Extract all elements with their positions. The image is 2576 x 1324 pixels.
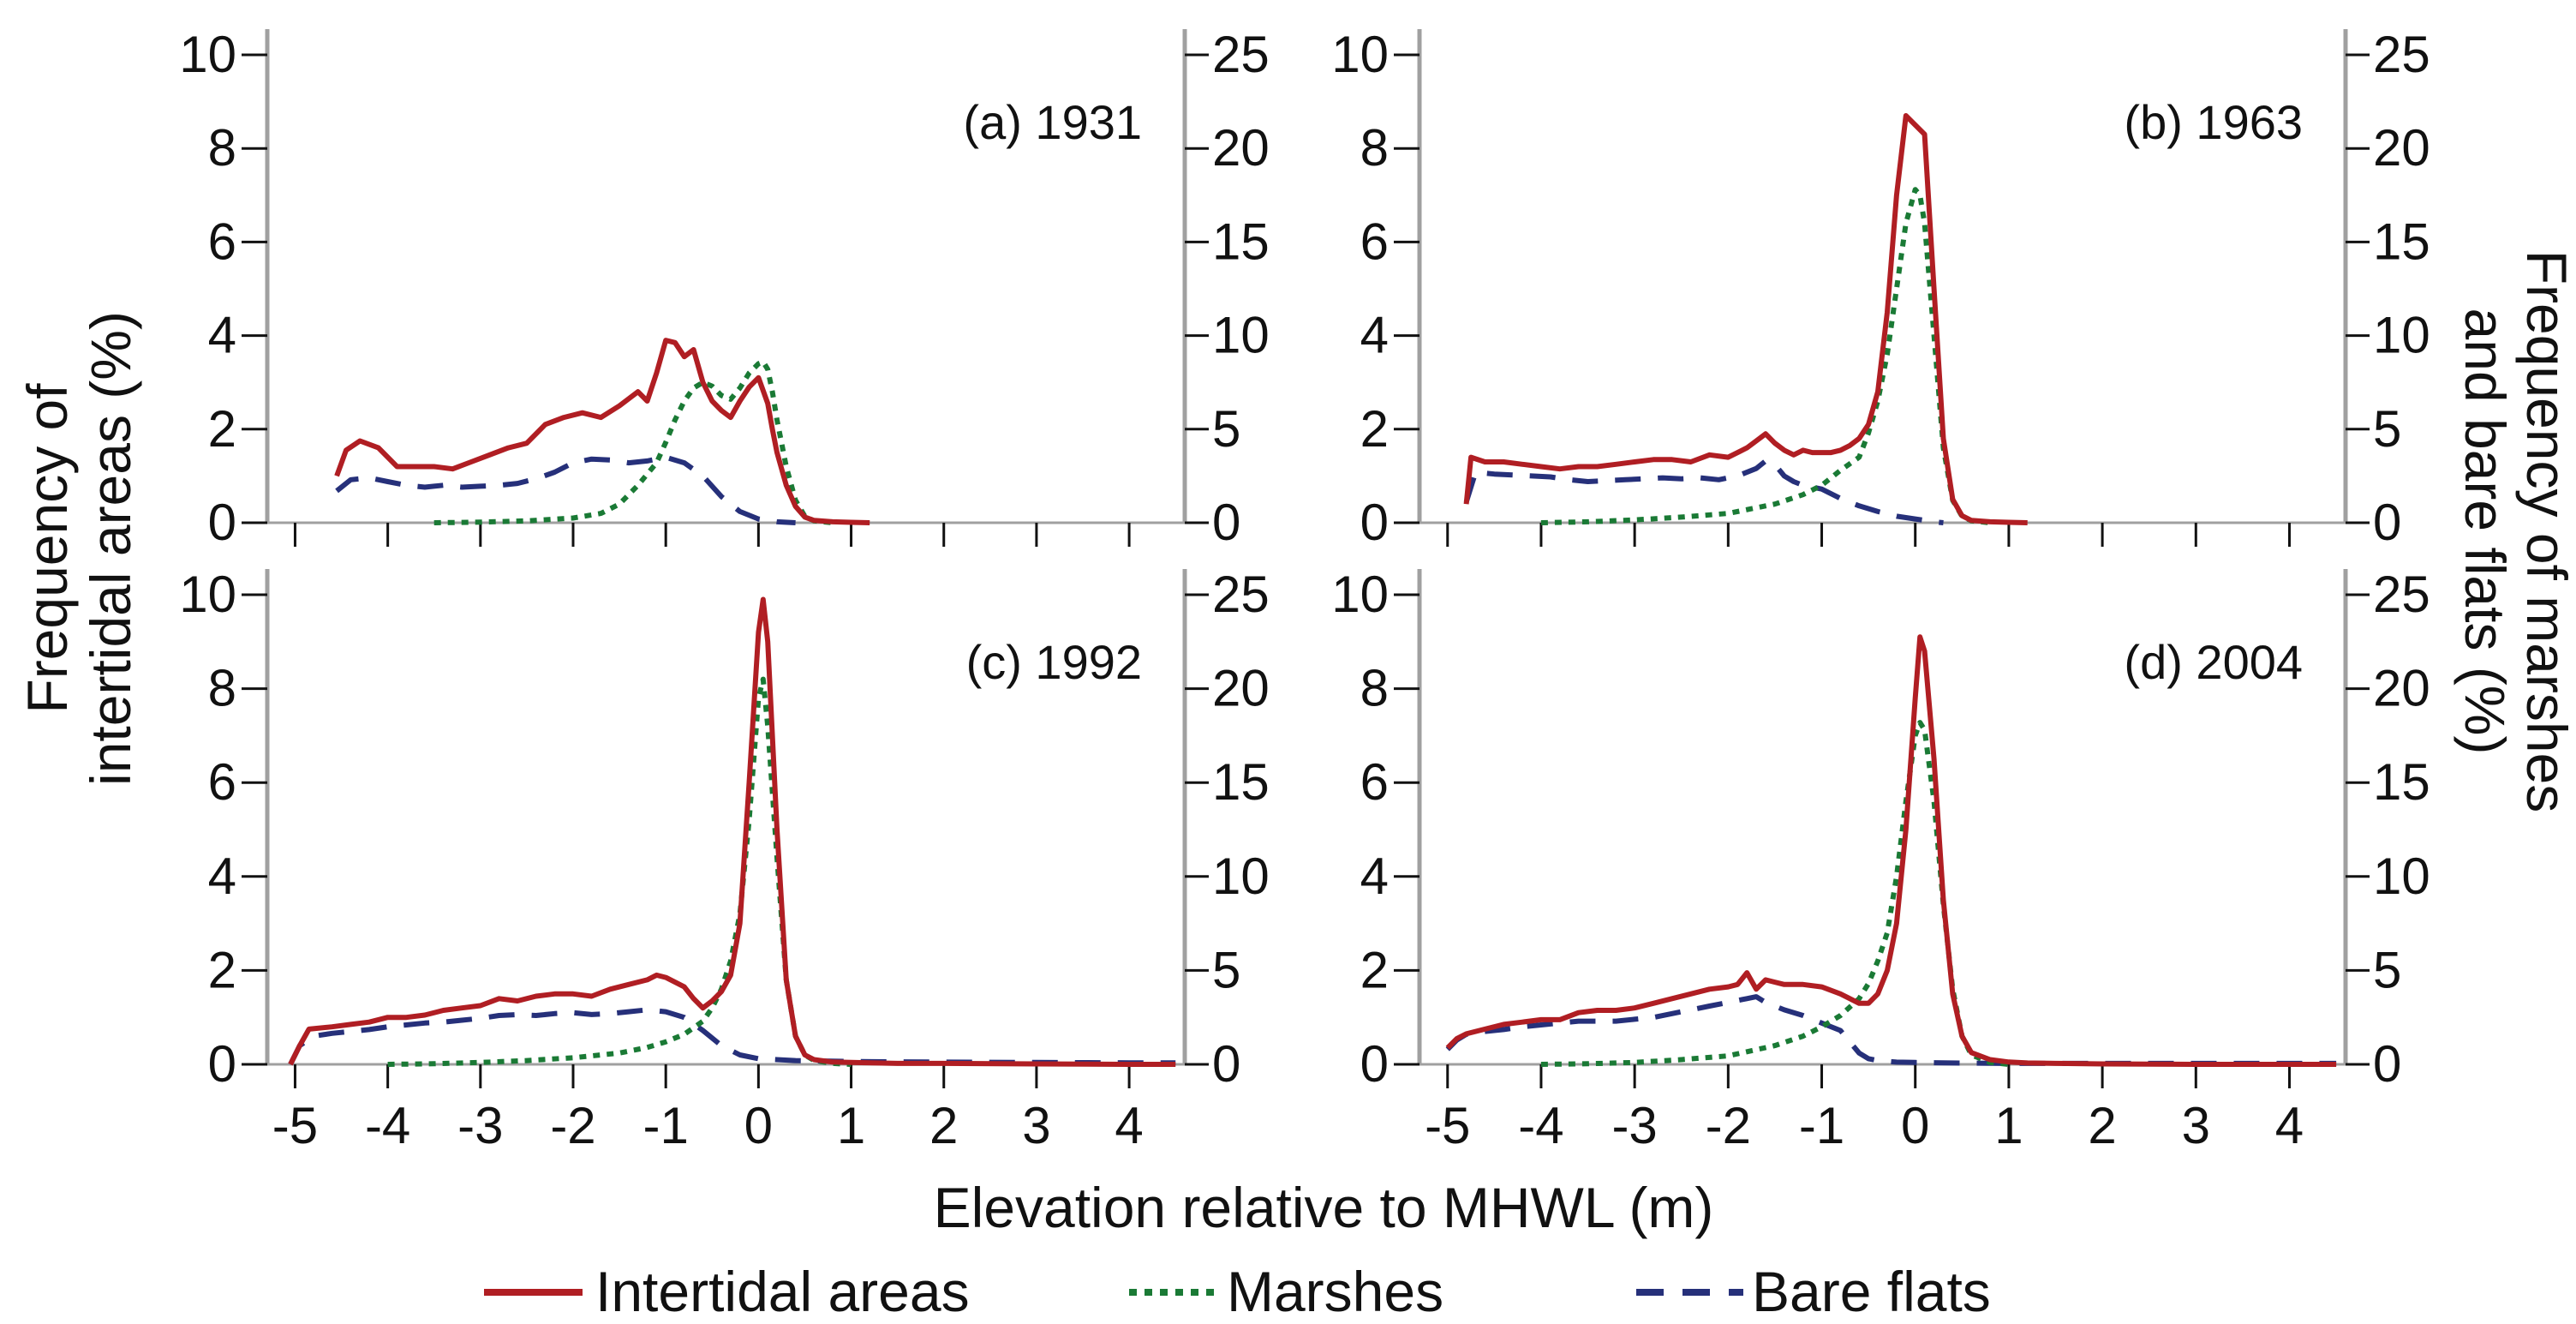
- y-axis-title-left-line2: intertidal areas (%): [79, 311, 142, 786]
- right-tick-label: 0: [2373, 1035, 2401, 1093]
- x-tick-label: -1: [643, 1097, 689, 1154]
- panel-label: (a) 1931: [963, 95, 1142, 149]
- right-tick-label: 5: [2373, 400, 2401, 458]
- right-tick-label: 25: [1212, 566, 1270, 623]
- series-line-intertidal: [288, 596, 1176, 1067]
- right-tick-label: 20: [2373, 660, 2430, 717]
- series-line-intertidal: [334, 338, 870, 525]
- left-tick-label: 8: [1360, 660, 1389, 717]
- legend-label-intertidal: Intertidal areas: [595, 1260, 970, 1320]
- left-tick-label: 4: [208, 848, 236, 905]
- panel-label: (b) 1963: [2124, 95, 2303, 149]
- y-axis-title-left-line1: Frequency of: [15, 383, 79, 714]
- left-tick-label: 0: [208, 494, 236, 551]
- x-tick-label: 0: [744, 1097, 773, 1154]
- right-tick-label: 10: [2373, 848, 2430, 905]
- right-tick-label: 25: [2373, 566, 2430, 623]
- right-tick-label: 0: [1212, 494, 1240, 551]
- x-tick-label: -2: [1706, 1097, 1751, 1154]
- series-line-intertidal: [1463, 113, 2028, 525]
- right-tick-label: 20: [1212, 660, 1270, 717]
- x-tick-label: 1: [837, 1097, 865, 1154]
- series-line-intertidal: [1445, 634, 2337, 1067]
- left-tick-label: 10: [179, 566, 236, 623]
- x-tick-label: 3: [2182, 1097, 2210, 1154]
- x-tick-label: 0: [1901, 1097, 1929, 1154]
- x-axis-title: Elevation relative to MHWL (m): [934, 1176, 1714, 1239]
- right-tick-label: 5: [2373, 941, 2401, 998]
- series-line-bare: [288, 1007, 1176, 1066]
- x-tick-label: 4: [2275, 1097, 2304, 1154]
- left-tick-label: 10: [179, 26, 236, 83]
- x-tick-label: -2: [550, 1097, 595, 1154]
- y-axis-title-right-line2: and bare flats (%): [2453, 309, 2517, 755]
- x-tick-label: -3: [1611, 1097, 1657, 1154]
- x-tick-label: 1: [1994, 1097, 2023, 1154]
- panel-label: (d) 2004: [2124, 635, 2303, 689]
- right-tick-label: 25: [1212, 26, 1270, 83]
- left-tick-label: 0: [1360, 1035, 1389, 1093]
- left-tick-label: 6: [208, 213, 236, 270]
- x-tick-label: -5: [1425, 1097, 1470, 1154]
- left-tick-label: 2: [1360, 941, 1389, 998]
- x-tick-label: 2: [2088, 1097, 2116, 1154]
- left-tick-label: 2: [1360, 400, 1389, 458]
- right-tick-label: 0: [1212, 1035, 1240, 1093]
- panel-1: 0 2 4 6 8 10 0 5 10 15 20 25 (a) 1931: [179, 26, 1270, 551]
- right-tick-label: 5: [1212, 941, 1240, 998]
- x-tick-label: -5: [272, 1097, 318, 1154]
- left-tick-label: 0: [1360, 494, 1389, 551]
- left-tick-label: 2: [208, 400, 236, 458]
- x-tick-label: 2: [929, 1097, 958, 1154]
- left-tick-label: 8: [1360, 119, 1389, 177]
- left-tick-label: 2: [208, 941, 236, 998]
- right-tick-label: 10: [1212, 848, 1270, 905]
- right-tick-label: 20: [1212, 119, 1270, 177]
- x-tick-label: -4: [365, 1097, 410, 1154]
- y-axis-title-right-line1: Frequency of marshes: [2515, 250, 2576, 813]
- left-tick-label: 10: [1331, 566, 1389, 623]
- panel-3: 0 2 4 6 8 10 0 5 10 15 20 25 -5 -4 -3 -2 -1 0 1 2 3 4 (c) 1992: [179, 566, 1270, 1154]
- series-line-marshes: [1540, 720, 2010, 1067]
- left-tick-label: 6: [1360, 753, 1389, 811]
- right-tick-label: 10: [2373, 307, 2430, 364]
- left-tick-label: 8: [208, 660, 236, 717]
- legend-label-bare: Bare flats: [1752, 1260, 1991, 1320]
- right-tick-label: 10: [1212, 307, 1270, 364]
- right-tick-label: 0: [2373, 494, 2401, 551]
- panel-4: 0 2 4 6 8 10 0 5 10 15 20 25 -5 -4 -3 -2 -1 0 1 2 3 4 (d) 2004: [1331, 566, 2430, 1154]
- series-line-bare: [1445, 994, 2337, 1066]
- right-tick-label: 15: [2373, 753, 2430, 811]
- left-tick-label: 8: [208, 119, 236, 177]
- left-tick-label: 4: [1360, 848, 1389, 905]
- right-tick-label: 20: [2373, 119, 2430, 177]
- right-tick-label: 15: [1212, 753, 1270, 811]
- left-tick-label: 4: [208, 307, 236, 364]
- series-line-marshes: [1540, 187, 1991, 525]
- labels-layer: Frequency of intertidal areas (%) Freque…: [15, 250, 2576, 1239]
- series-line-bare: [335, 454, 796, 525]
- left-tick-label: 4: [1360, 307, 1389, 364]
- left-tick-label: 6: [1360, 213, 1389, 270]
- x-tick-label: -4: [1518, 1097, 1563, 1154]
- right-tick-label: 5: [1212, 400, 1240, 458]
- legend: Intertidal areas Marshes Bare flats: [484, 1260, 1991, 1323]
- left-tick-label: 10: [1331, 26, 1389, 83]
- x-tick-label: -3: [457, 1097, 503, 1154]
- legend-label-marshes: Marshes: [1227, 1260, 1443, 1320]
- panel-label: (c) 1992: [966, 635, 1142, 689]
- left-tick-label: 6: [208, 753, 236, 811]
- right-tick-label: 15: [1212, 213, 1270, 270]
- right-tick-label: 15: [2373, 213, 2430, 270]
- x-tick-label: 4: [1115, 1097, 1143, 1154]
- x-tick-label: -1: [1799, 1097, 1844, 1154]
- x-tick-label: 3: [1022, 1097, 1050, 1154]
- series-line-bare: [1463, 458, 1944, 525]
- left-tick-label: 0: [208, 1035, 236, 1093]
- right-tick-label: 25: [2373, 26, 2430, 83]
- panel-2: 0 2 4 6 8 10 0 5 10 15 20 25 (b) 1963: [1331, 26, 2430, 551]
